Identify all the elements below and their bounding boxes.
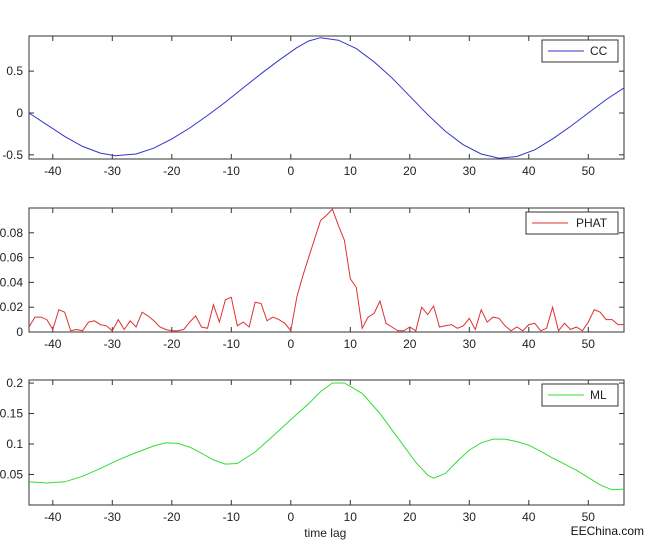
x-tick-label: 0 [287, 337, 294, 351]
x-tick-label: 40 [522, 164, 536, 178]
x-tick-label: 20 [403, 164, 417, 178]
x-tick-label: 30 [463, 164, 477, 178]
x-tick-label: -20 [163, 164, 181, 178]
x-tick-label: -40 [44, 510, 62, 524]
panel-ml: -40 -30 -20 -10 0 10 20 30 40 50 0.05 0.1 0.15 0.2 ML t… [0, 376, 625, 540]
x-tick-label: 50 [582, 510, 596, 524]
y-tick-label: 0.02 [0, 300, 23, 314]
x-tick-label: -10 [223, 510, 241, 524]
x-tick-label: 40 [522, 337, 536, 351]
x-tick-label: -10 [223, 164, 241, 178]
legend: CC [541, 39, 619, 63]
x-tick-label: -40 [44, 337, 62, 351]
series-line-ml [28, 382, 625, 491]
plot-frame [28, 207, 625, 333]
x-tick-label: 40 [522, 510, 536, 524]
legend: PHAT [525, 211, 619, 235]
legend: ML [541, 383, 619, 407]
x-tick-label: -30 [104, 510, 122, 524]
watermark-text: EEChina.com [570, 524, 644, 538]
y-tick-label: 0 [16, 325, 23, 339]
y-tick-label: 0.2 [6, 376, 23, 390]
x-axis-title: time lag [304, 526, 346, 540]
x-tick-label: 20 [403, 337, 417, 351]
y-tick-label: 0.1 [6, 437, 23, 451]
legend-label: ML [590, 388, 607, 402]
panel-cc: -40 -30 -20 -10 0 10 20 30 40 50 -0.5 0 0.5 CC [2, 35, 625, 178]
y-tick-label: 0.08 [0, 226, 23, 240]
legend-label: CC [590, 44, 608, 58]
x-tick-label: 30 [463, 337, 477, 351]
legend-label: PHAT [576, 216, 608, 230]
series-line-cc [28, 37, 625, 159]
x-tick-label: -40 [44, 164, 62, 178]
x-tick-label: 30 [463, 510, 477, 524]
panel-phat: -40 -30 -20 -10 0 10 20 30 40 50 0 0.02 0.04 0.06 0.08… [0, 207, 625, 351]
series-line-phat [28, 208, 624, 332]
x-tick-label: -20 [163, 510, 181, 524]
plot-frame [28, 35, 625, 160]
x-tick-label: 10 [344, 164, 358, 178]
x-tick-label: 10 [344, 510, 358, 524]
x-tick-label: 0 [287, 510, 294, 524]
y-tick-label: -0.5 [2, 148, 23, 162]
y-tick-label: 0.05 [0, 468, 23, 482]
x-tick-label: 50 [582, 164, 596, 178]
y-tick-label: 0.5 [6, 64, 23, 78]
x-tick-label: 20 [403, 510, 417, 524]
y-tick-label: 0.15 [0, 407, 23, 421]
plot-frame [28, 379, 625, 506]
y-tick-label: 0.04 [0, 275, 23, 289]
y-tick-label: 0 [16, 106, 23, 120]
y-tick-label: 0.06 [0, 251, 23, 265]
x-tick-label: 50 [582, 337, 596, 351]
x-tick-label: -10 [223, 337, 241, 351]
x-tick-label: -30 [104, 164, 122, 178]
x-tick-label: 0 [287, 164, 294, 178]
x-tick-label: -30 [104, 337, 122, 351]
x-tick-label: 10 [344, 337, 358, 351]
legend-box [525, 211, 619, 235]
x-tick-label: -20 [163, 337, 181, 351]
